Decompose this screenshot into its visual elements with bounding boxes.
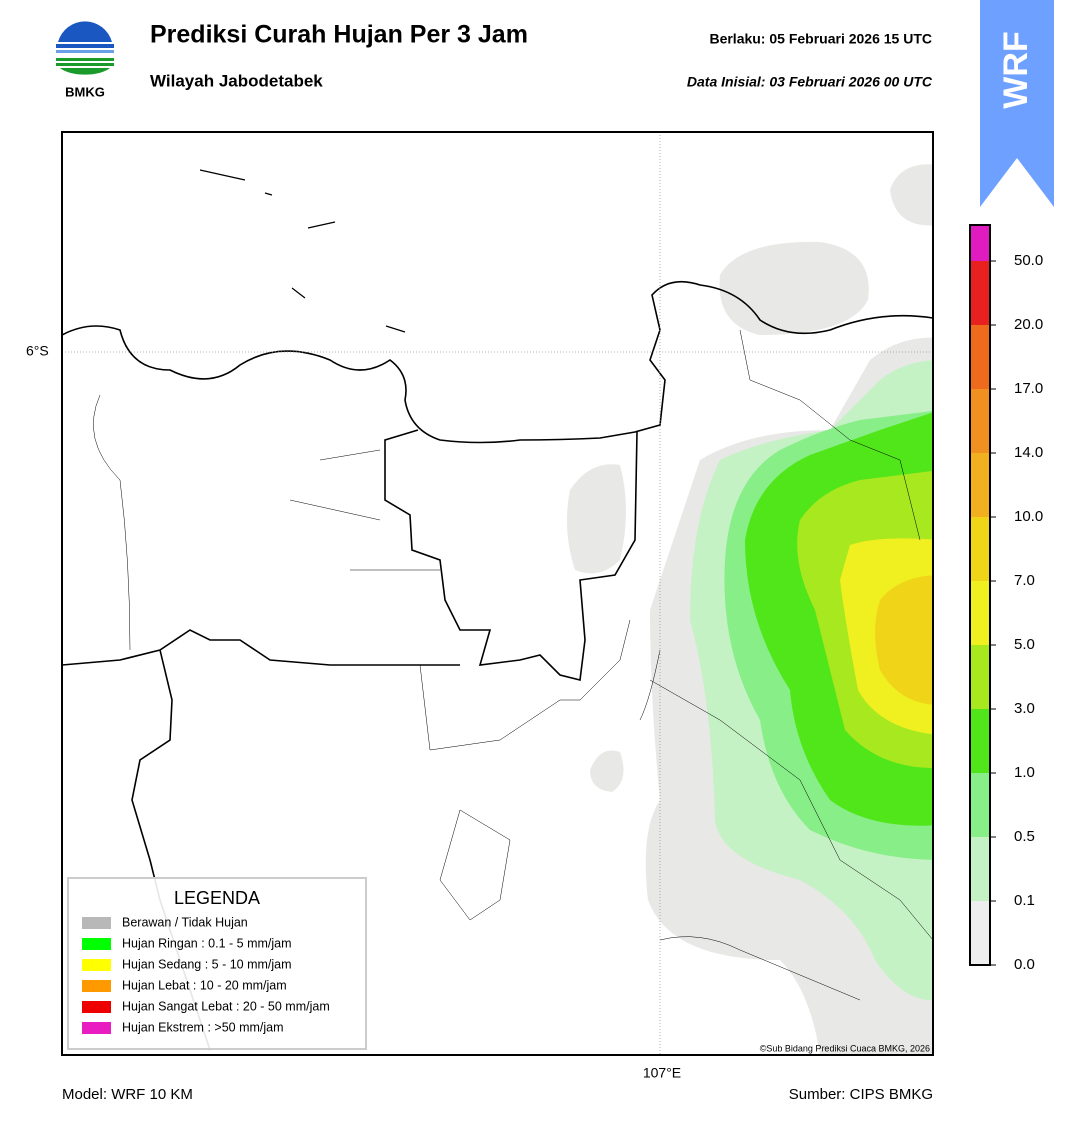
map-area: ©Sub Bidang Prediksi Cuaca BMKG, 2026: [62, 132, 933, 1055]
colorbar-bin: [970, 709, 990, 773]
legend-swatch: [82, 938, 111, 950]
colorbar-tick-label: 10.0: [1014, 508, 1043, 525]
lon-label: 107°E: [643, 1065, 681, 1081]
colorbar-tick-label: 17.0: [1014, 380, 1043, 397]
colorbar-tick-label: 3.0: [1014, 700, 1035, 717]
colorbar-bin: [970, 837, 990, 901]
credit: ©Sub Bidang Prediksi Cuaca BMKG, 2026: [760, 1043, 930, 1053]
colorbar-bin: [970, 225, 990, 261]
legend-label: Hujan Sangat Lebat : 20 - 50 mm/jam: [122, 999, 330, 1013]
init-time: Data Inisial: 03 Februari 2026 00 UTC: [687, 74, 933, 90]
footer-source: Sumber: CIPS BMKG: [789, 1086, 933, 1103]
colorbar-bin: [970, 773, 990, 837]
colorbar: 0.0 0.1 0.5 1.0 3.0 5.0 7.0 10.0 14.0 17.0 20.0 50.…: [969, 224, 1043, 973]
valid-time: Berlaku: 05 Februari 2026 15 UTC: [709, 31, 932, 47]
legend-swatch: [82, 980, 111, 992]
lat-label: 6°S: [26, 343, 49, 359]
colorbar-tick-label: 0.1: [1014, 892, 1035, 909]
legend-label: Berawan / Tidak Hujan: [122, 915, 248, 929]
legend-swatch: [82, 917, 111, 929]
colorbar-tick-label: 14.0: [1014, 444, 1043, 461]
logo-text: BMKG: [65, 84, 105, 99]
legend-swatch: [82, 959, 111, 971]
legend-label: Hujan Ringan : 0.1 - 5 mm/jam: [122, 936, 292, 950]
legend-swatch: [82, 1001, 111, 1013]
legend-swatch: [82, 1022, 111, 1034]
badge: [980, 0, 1054, 207]
colorbar-tick-label: 7.0: [1014, 572, 1035, 589]
legend-label: Hujan Ekstrem : >50 mm/jam: [122, 1020, 284, 1034]
colorbar-bin: [970, 901, 990, 965]
legend-label: Hujan Lebat : 10 - 20 mm/jam: [122, 978, 287, 992]
colorbar-tick-label: 5.0: [1014, 636, 1035, 653]
colorbar-tick-label: 0.0: [1014, 956, 1035, 973]
colorbar-bin: [970, 517, 990, 581]
legend-label: Hujan Sedang : 5 - 10 mm/jam: [122, 957, 292, 971]
colorbar-tick-label: 1.0: [1014, 764, 1035, 781]
colorbar-bin: [970, 389, 990, 453]
colorbar-bin: [970, 261, 990, 325]
colorbar-bin: [970, 645, 990, 709]
colorbar-tick-label: 20.0: [1014, 316, 1043, 333]
colorbar-tick-label: 0.5: [1014, 828, 1035, 845]
badge-text: WRF: [997, 31, 1035, 108]
map-frame: [61, 131, 934, 1056]
colorbar-frame: [969, 224, 991, 966]
logo: BMKG: [56, 21, 114, 99]
legend: LEGENDA Berawan / Tidak Hujan Hujan Ringa…: [67, 877, 367, 1050]
subtitle: Wilayah Jabodetabek: [150, 71, 323, 90]
colorbar-bin: [970, 581, 990, 645]
colorbar-bin: [970, 325, 990, 389]
legend-title: LEGENDA: [174, 888, 260, 908]
footer-model: Model: WRF 10 KM: [62, 1086, 193, 1103]
title: Prediksi Curah Hujan Per 3 Jam: [150, 21, 528, 49]
colorbar-tick-label: 50.0: [1014, 252, 1043, 269]
colorbar-bin: [970, 453, 990, 517]
